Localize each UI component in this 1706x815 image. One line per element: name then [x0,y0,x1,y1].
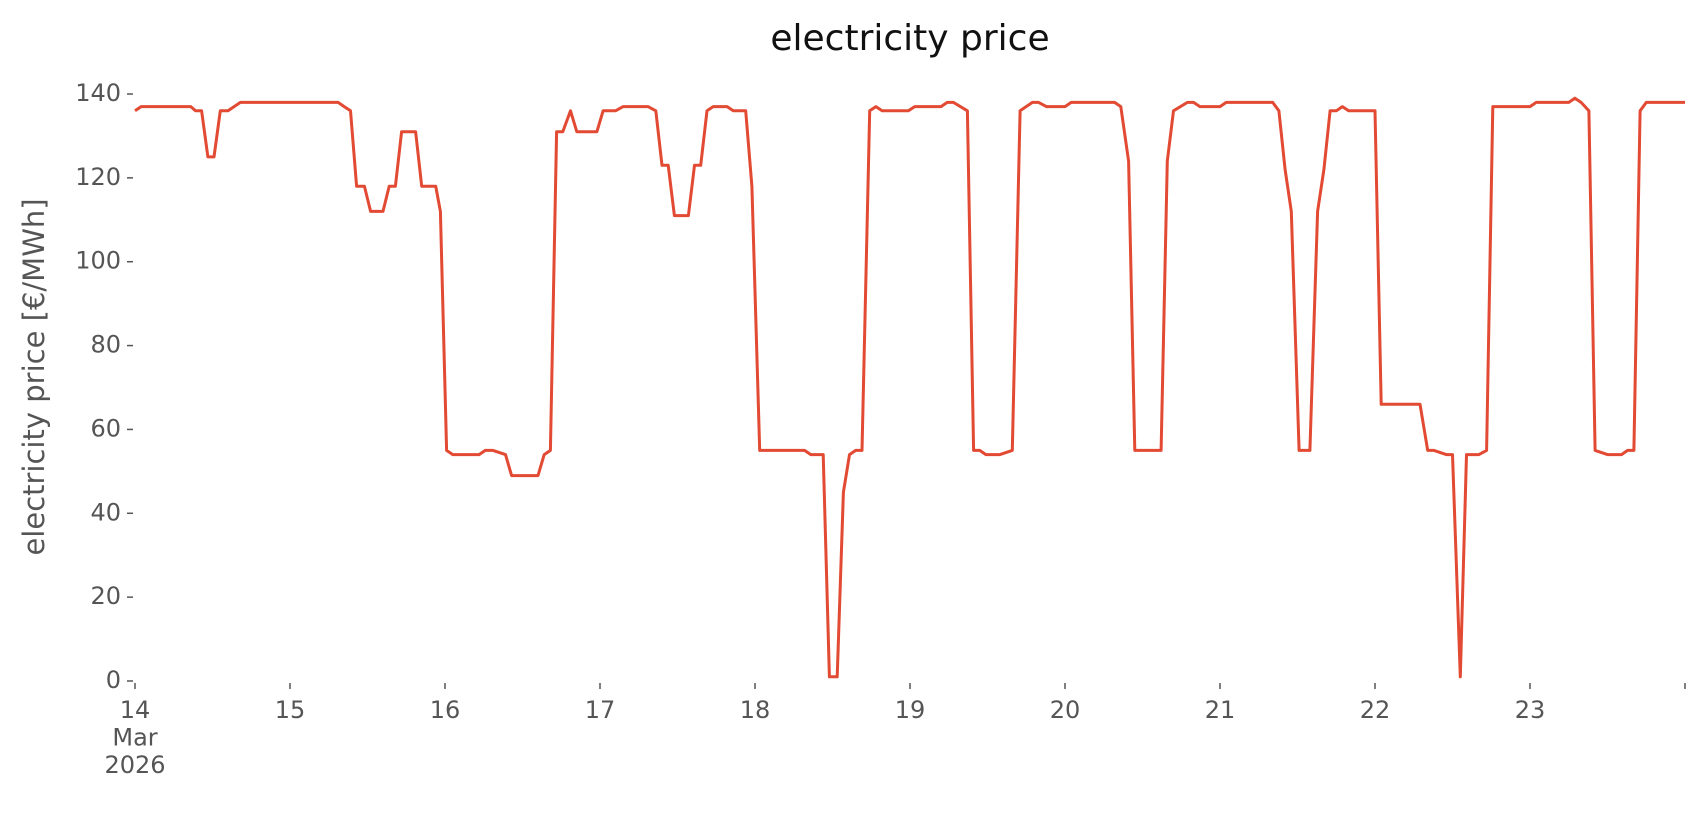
y-tick-label: 80 [90,331,121,359]
y-tick-label: 100 [75,247,121,275]
x-tick-label: 20 [1050,696,1081,724]
x-tick-label: 21 [1205,696,1236,724]
price-line [134,96,1685,679]
y-tick-label: 60 [90,414,121,442]
y-tick-label: 40 [90,498,121,526]
y-tick-label: 20 [90,582,121,610]
x-tick-label: 19 [895,696,926,724]
y-tick-label: 120 [75,163,121,191]
x-tick-label: 23 [1515,696,1546,724]
x-tick-label: 14 Mar 2026 [104,696,165,779]
x-tick-label: 16 [430,696,461,724]
y-axis-label: electricity price [€/MWh] [17,198,51,555]
x-tick-label: 17 [585,696,616,724]
x-tick-label: 18 [740,696,771,724]
x-tick-label: 15 [275,696,306,724]
chart-title: electricity price [770,18,1049,59]
y-tick-label: 140 [75,79,121,107]
x-tick-label: 22 [1360,696,1391,724]
y-tick-label: 0 [106,666,121,694]
